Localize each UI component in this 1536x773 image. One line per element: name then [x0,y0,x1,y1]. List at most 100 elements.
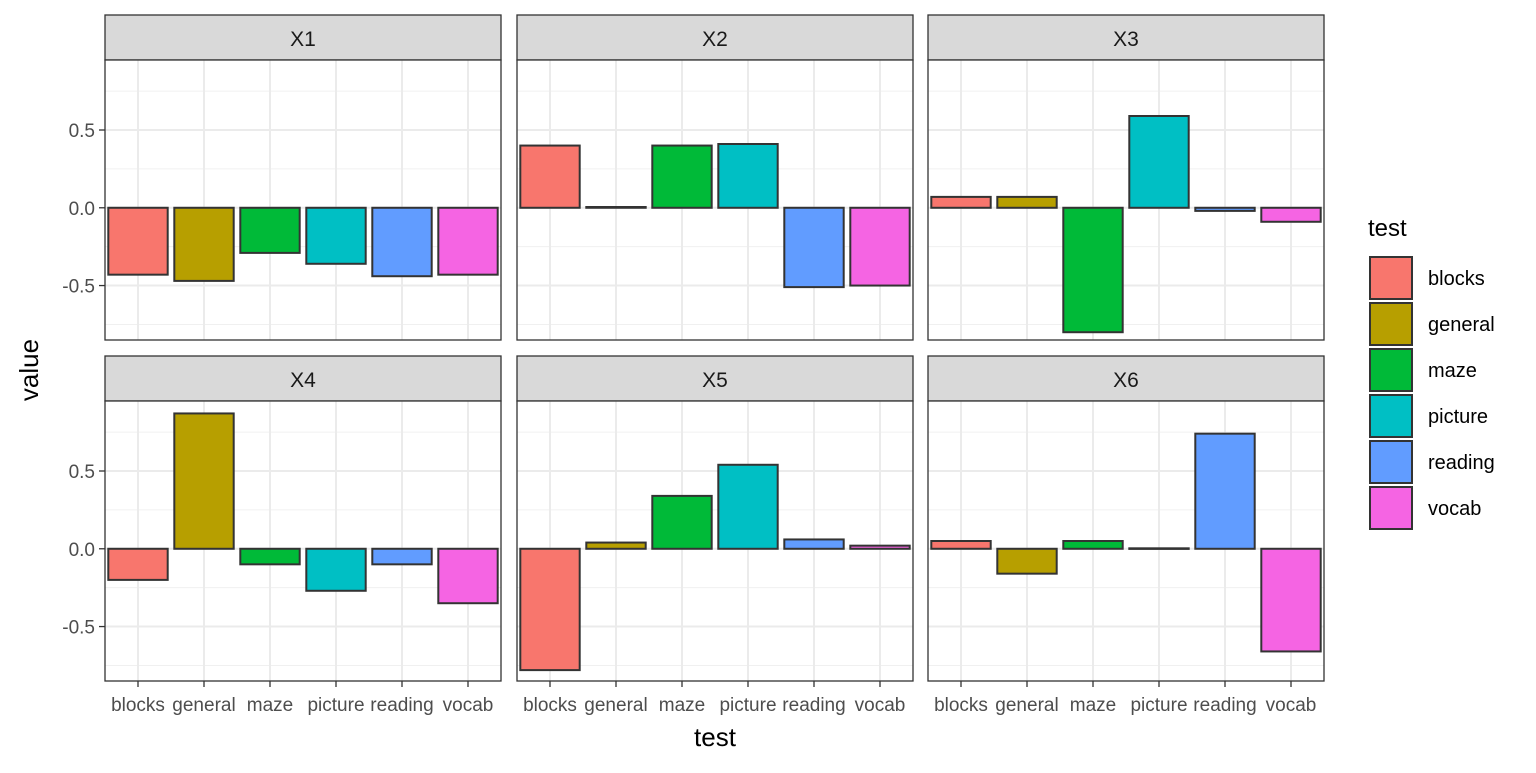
legend-key-reading [1369,440,1413,484]
facet-strip-label: X2 [702,28,728,51]
legend-label-maze: maze [1428,360,1477,382]
facet-strip [104,14,502,61]
y-tick-label: 0.5 [69,462,95,483]
bar-x4-maze [239,547,301,566]
bar-x5-blocks [519,547,581,672]
x-tick-label: reading [782,695,845,716]
panel-x6: X6 [927,355,1325,682]
panel-background [105,60,501,340]
x-tick-label: vocab [855,695,906,716]
facet-strip [104,355,502,402]
bar-x1-blocks [107,206,169,276]
panel-border [104,400,502,682]
y-tick-label: -0.5 [62,618,95,639]
panel-background [928,60,1324,340]
bar-x2-general [585,206,647,209]
bar-x5-general [585,541,647,550]
panel-border [104,59,502,341]
bar-x3-vocab [1260,206,1322,223]
x-tick-label: picture [719,695,776,716]
panel-border [927,59,1325,341]
x-tick-label: vocab [443,695,494,716]
x-tick-label: blocks [934,695,988,716]
legend-label-reading: reading [1428,452,1495,474]
bar-x2-blocks [519,144,581,209]
x-axis-title: test [694,722,737,752]
x-tick-label: blocks [523,695,577,716]
bar-x6-general [996,547,1058,575]
legend: test blocks general maze picture reading voca… [1368,215,1495,530]
bar-x2-vocab [849,206,911,287]
bar-x3-reading [1194,206,1256,212]
x-tick-label: maze [1070,695,1116,716]
bar-x5-reading [783,538,845,550]
panel-background [105,401,501,681]
bar-x4-blocks [107,547,169,581]
bar-x3-general [996,195,1058,209]
legend-key-vocab [1369,486,1413,530]
bar-x6-reading [1194,432,1256,550]
facet-strip-label: X6 [1113,369,1139,392]
x-axis-layer: blocks general maze picture reading vocab bloc… [111,681,1316,716]
x-tick-label: maze [659,695,705,716]
panel-border [516,400,914,682]
bar-x2-maze [651,144,713,209]
legend-label-general: general [1428,314,1495,336]
x-tick-label: general [995,695,1058,716]
x-tick-label: blocks [111,695,165,716]
panel-border [516,59,914,341]
y-axis-title: value [14,339,44,401]
panel-x1: X1 [104,14,502,341]
x-tick-label: vocab [1266,695,1317,716]
bar-x4-picture [305,547,367,592]
bar-x2-picture [717,143,779,209]
x-tick-label: maze [247,695,293,716]
y-tick-label: -0.5 [62,277,95,298]
bar-x2-reading [783,206,845,289]
legend-items: blocks general maze picture reading vocab [1369,256,1495,530]
bar-x5-picture [717,463,779,550]
y-tick-label: 0.0 [69,199,95,220]
legend-key-blocks [1369,256,1413,300]
bar-x6-blocks [930,540,992,550]
y-tick-label: 0.5 [69,121,95,142]
x-tick-label: general [584,695,647,716]
legend-title: test [1368,215,1407,242]
bar-x4-general [173,412,235,550]
bar-x3-maze [1062,206,1124,334]
facet-strip-label: X4 [290,369,316,392]
y-axis-layer: -0.5 0.0 0.5 -0.5 0.0 0.5 [62,121,105,639]
legend-key-general [1369,302,1413,346]
legend-label-blocks: blocks [1428,268,1485,290]
x-tick-label: picture [1130,695,1187,716]
legend-label-picture: picture [1428,406,1488,428]
bar-x3-picture [1128,115,1190,209]
facet-strip [927,355,1325,402]
facet-strip [516,355,914,402]
x-tick-label: picture [307,695,364,716]
bar-x4-vocab [437,547,499,605]
panel-x3: X3 [927,14,1325,341]
legend-key-picture [1369,394,1413,438]
bar-x1-general [173,206,235,282]
bar-x4-reading [371,547,433,566]
bar-x6-maze [1062,540,1124,550]
bar-x5-maze [651,494,713,550]
panel-background [517,401,913,681]
panel-x2: X2 [516,14,914,341]
bar-x6-vocab [1260,547,1322,653]
bar-x1-maze [239,206,301,254]
facet-strip-label: X5 [702,369,728,392]
x-tick-label: general [172,695,235,716]
bar-x1-picture [305,206,367,265]
x-tick-label: reading [370,695,433,716]
facet-strip [927,14,1325,61]
facet-strip-label: X1 [290,28,316,51]
panel-background [517,60,913,340]
bar-x1-vocab [437,206,499,276]
panel-border [927,400,1325,682]
y-tick-label: 0.0 [69,540,95,561]
legend-label-vocab: vocab [1428,498,1481,520]
